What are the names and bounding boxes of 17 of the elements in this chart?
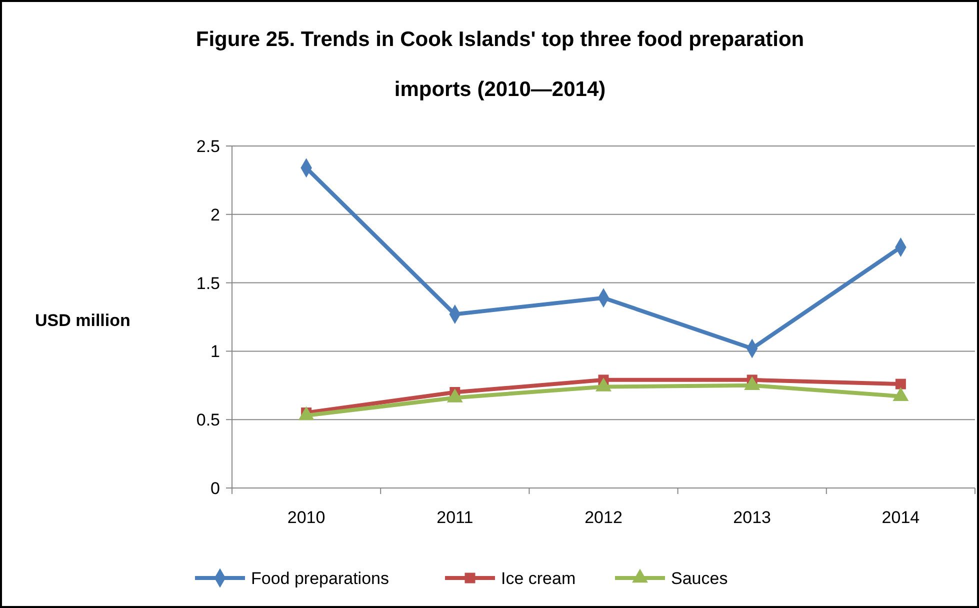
- x-tick-label: 2010: [287, 508, 326, 527]
- legend-label: Sauces: [671, 568, 728, 588]
- y-tick-label: 0.5: [196, 410, 220, 430]
- x-tick-label: 2013: [733, 508, 772, 527]
- legend-label: Food preparations: [251, 568, 389, 588]
- point: [895, 378, 906, 390]
- legend-label: Ice cream: [501, 568, 576, 588]
- y-tick-label: 0: [210, 478, 220, 498]
- x-tick-label: 2014: [882, 508, 920, 527]
- y-tick-label: 1: [210, 342, 220, 362]
- y-tick-label: 2: [210, 205, 220, 224]
- chart-title: Figure 25. Trends in Cook Islands' top three food preparation imports (2010—2014): [196, 28, 804, 101]
- x-tick-label: 2012: [584, 508, 622, 527]
- y-tick-label: 1.5: [196, 274, 220, 293]
- y-tick-label: 2.5: [196, 136, 220, 156]
- x-tick-label: 2011: [436, 508, 474, 527]
- y-axis-title: USD million: [35, 311, 130, 330]
